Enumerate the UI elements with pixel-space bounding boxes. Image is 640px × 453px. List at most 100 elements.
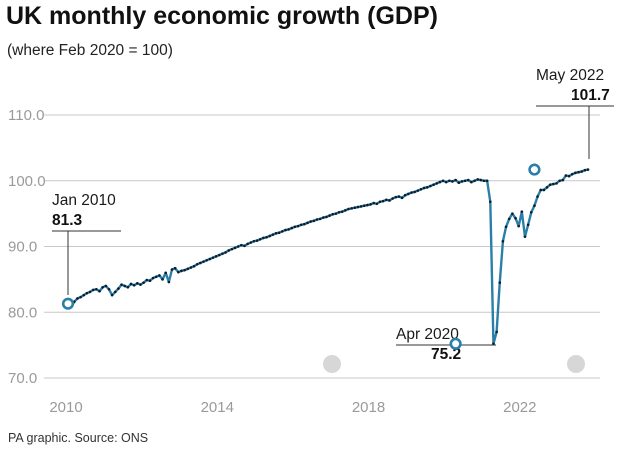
data-point [151,276,155,280]
data-point [425,186,429,189]
data-point [511,212,514,215]
data-point [161,278,164,281]
data-point [580,170,583,173]
data-point [407,192,410,196]
data-point [186,267,190,271]
annotation-jan2010-value: 81.3 [52,212,83,229]
data-point [448,179,451,183]
data-point [281,230,284,233]
watermark-logo [323,355,585,373]
highlight-marker [528,163,541,176]
data-point [240,243,243,247]
data-point [403,193,407,197]
x-tick-label: 2010 [49,399,82,416]
data-point [347,207,350,211]
data-point [145,278,149,282]
data-point [268,234,271,238]
data-point [252,239,256,243]
data-point [325,215,328,219]
data-point [413,190,416,194]
data-point [287,228,290,231]
data-point [501,239,505,243]
data-point [577,170,580,174]
data-point [520,210,524,213]
annotation-apr2020-label: Apr 2020 [396,326,459,343]
y-tick-label: 90.0 [8,239,37,256]
data-point [167,280,171,284]
data-point [583,168,587,172]
data-point [315,218,319,221]
data-point [498,281,502,284]
y-tick-label: 100.0 [8,173,46,190]
data-point [479,178,483,182]
data-point [372,201,375,205]
annotations: Jan 2010 81.3 Apr 2020 75.2 May 2022 101… [52,67,614,363]
data-point [274,232,278,235]
data-point [350,207,353,210]
data-point [95,287,98,291]
data-point [381,199,385,203]
data-point [136,282,139,285]
data-point [249,241,253,244]
data-point [126,285,130,289]
data-point [438,180,442,184]
data-point [470,180,473,184]
data-point [120,283,123,286]
data-point [211,256,215,259]
data-point [113,290,117,294]
annotation-jan2010-label: Jan 2010 [52,192,116,209]
data-point [158,274,161,277]
data-point [514,216,517,220]
data-point [432,183,435,186]
data-point [482,179,486,183]
data-point [306,221,309,225]
data-point [337,211,341,214]
data-point [183,268,186,272]
data-point [148,279,152,282]
series-points [66,168,590,346]
y-tick-label: 70.0 [8,370,37,387]
data-point [265,235,268,239]
data-point [555,182,558,185]
data-point [224,251,227,254]
data-point [299,223,303,227]
highlight-marker [61,297,75,310]
highlight-marker [449,337,462,350]
data-point [142,281,145,284]
x-tick-label: 2022 [503,399,536,416]
data-point [492,342,495,346]
y-tick-label: 80.0 [8,304,37,321]
data-point [236,245,240,248]
data-point [366,203,369,207]
data-point [422,186,426,190]
data-point [444,180,448,184]
data-point [416,189,420,192]
data-point [129,282,133,286]
y-axis-ticks: 70.0 80.0 90.0 100.0 110.0 [8,107,46,387]
data-point [574,171,577,175]
data-point [558,179,561,183]
data-point [101,285,104,289]
data-point [536,195,539,198]
data-point [192,264,196,268]
data-point [460,180,464,183]
data-point [170,268,174,271]
data-point [545,186,549,189]
data-point [293,225,297,229]
data-point [173,266,177,270]
gridlines [44,114,600,379]
data-point [564,174,568,177]
data-point [258,237,262,241]
annotation-may2022-label: May 2022 [536,67,604,84]
data-point [246,242,249,246]
data-point [110,293,114,297]
data-point [353,206,357,210]
data-point [542,188,546,192]
data-point [205,259,208,262]
data-point [457,181,461,185]
data-point [243,244,246,248]
data-point [466,178,470,182]
data-point [507,217,511,221]
data-point [391,197,394,200]
data-point [533,204,536,208]
